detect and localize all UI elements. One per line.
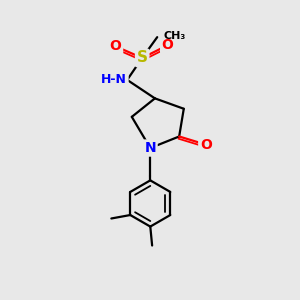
Text: O: O [162, 38, 173, 52]
Text: N: N [145, 141, 156, 155]
Text: O: O [110, 39, 122, 53]
Text: O: O [200, 138, 212, 152]
Text: CH₃: CH₃ [164, 31, 186, 40]
Text: S: S [137, 50, 148, 65]
Text: H-N: H-N [101, 74, 127, 86]
